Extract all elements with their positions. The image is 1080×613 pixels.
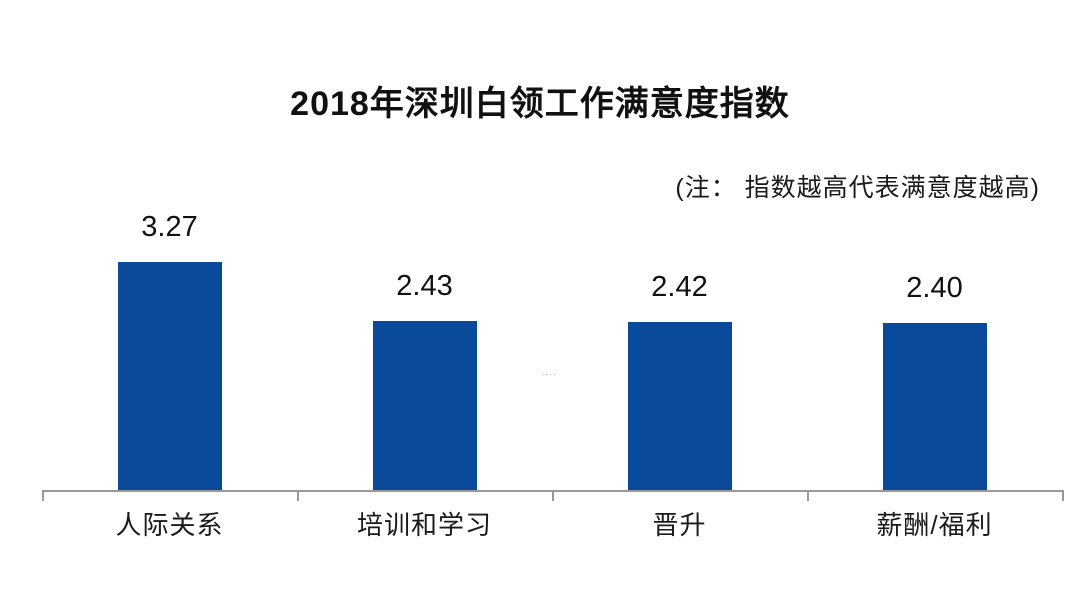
bar-rect	[117, 262, 222, 491]
bar-value-label: 2.40	[906, 272, 963, 304]
bar-group: 2.42	[552, 273, 807, 491]
category-label: 薪酬/福利	[876, 510, 993, 540]
bar-rect	[627, 322, 732, 491]
x-axis-line	[42, 490, 1062, 492]
axis-tick	[807, 490, 809, 501]
chart-title: 2018年深圳白领工作满意度指数	[290, 85, 790, 123]
axis-tick	[297, 490, 299, 501]
bar-value-label: 2.43	[396, 270, 453, 302]
watermark-dots: ....	[541, 366, 558, 378]
chart-note: (注： 指数越高代表满意度越高)	[675, 174, 1040, 202]
bar-value-label: 2.42	[651, 271, 708, 303]
axis-tick	[1062, 490, 1064, 501]
bar-group: 3.27	[42, 213, 297, 491]
axis-tick	[552, 490, 554, 501]
bar-group: 2.40	[807, 274, 1062, 491]
category-label: 晋升	[652, 510, 707, 540]
bar-value-label: 3.27	[141, 211, 198, 243]
axis-tick	[42, 490, 44, 501]
category-label: 人际关系	[115, 510, 224, 540]
category-label: 培训和学习	[356, 510, 492, 540]
bar-group: 2.43	[297, 272, 552, 491]
bar-rect	[882, 323, 987, 491]
bar-rect	[372, 321, 477, 491]
